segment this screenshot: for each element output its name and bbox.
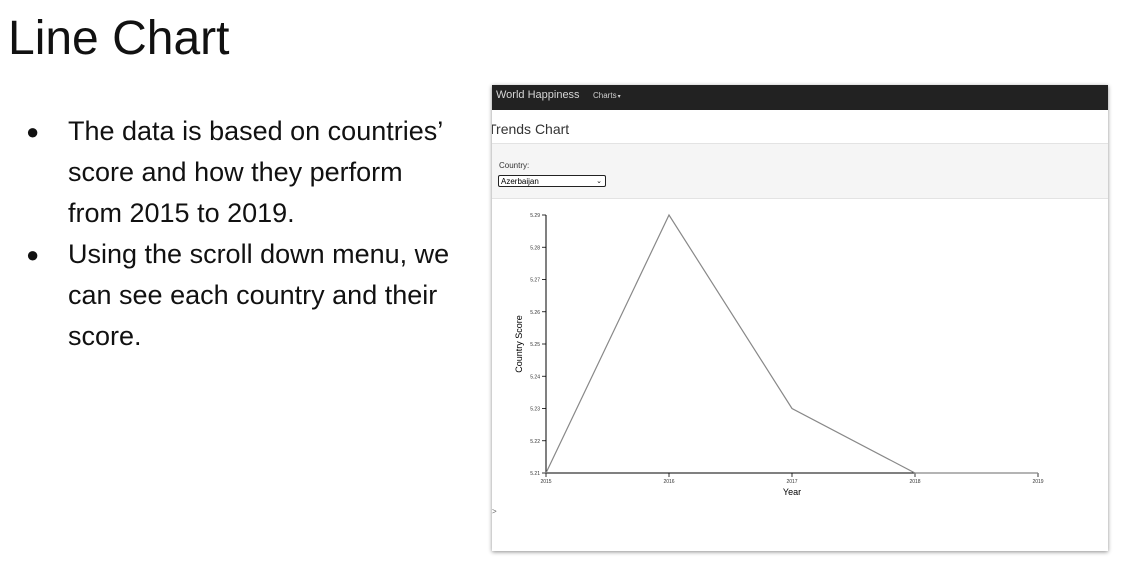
chevron-down-icon: ⌄	[596, 178, 602, 185]
bullet-item: ● The data is based on countries’ score …	[22, 111, 462, 234]
x-tick-label: 2015	[540, 479, 551, 485]
x-tick-label: 2016	[663, 479, 674, 485]
footer-glyph: >	[492, 507, 497, 516]
y-tick-label: 5.21	[530, 471, 540, 477]
y-axis-label: Country Score	[514, 315, 524, 373]
bullet-dot: ●	[26, 119, 40, 144]
page-title: Trends Chart	[492, 121, 570, 137]
country-select[interactable]: Azerbaijan ⌄	[498, 175, 606, 187]
x-axis-label: Year	[783, 487, 801, 497]
bullet-list: ● The data is based on countries’ score …	[22, 111, 462, 357]
bullet-text: The data is based on countries’ score an…	[68, 116, 443, 228]
y-tick-label: 5.26	[530, 310, 540, 316]
navbar: World Happiness Charts▾	[492, 85, 1108, 110]
y-tick-label: 5.27	[530, 278, 540, 284]
y-tick-label: 5.24	[530, 374, 540, 380]
bullet-dot: ●	[26, 242, 40, 267]
filter-panel: Country: Azerbaijan ⌄	[492, 143, 1108, 199]
slide-title: Line Chart	[8, 12, 230, 65]
brand-link[interactable]: World Happiness	[496, 89, 580, 101]
series-line-country-score	[545, 213, 1038, 474]
country-select-value: Azerbaijan	[501, 177, 539, 186]
y-tick-label: 5.28	[530, 245, 540, 251]
charts-menu[interactable]: Charts▾	[593, 91, 621, 100]
line-chart: 5.21 5.22 5.23 5.24 5.25 5.26 5.27 5.28 5.29 2015…	[514, 213, 1044, 497]
y-tick-label: 5.29	[530, 213, 540, 219]
bullet-text: Using the scroll down menu, we can see e…	[68, 239, 450, 351]
x-tick-label: 2017	[786, 479, 797, 485]
bullet-item: ● Using the scroll down menu, we can see…	[22, 234, 462, 357]
y-tick-label: 5.25	[530, 342, 540, 348]
y-tick-label: 5.22	[530, 439, 540, 445]
app-screenshot: World Happiness Charts▾ Trends Chart Cou…	[492, 85, 1108, 551]
charts-menu-label: Charts	[593, 91, 617, 100]
y-tick-label: 5.23	[530, 407, 540, 413]
country-label: Country:	[499, 161, 530, 170]
x-tick-label: 2019	[1032, 479, 1043, 485]
caret-down-icon: ▾	[617, 94, 621, 100]
x-tick-label: 2018	[909, 479, 920, 485]
